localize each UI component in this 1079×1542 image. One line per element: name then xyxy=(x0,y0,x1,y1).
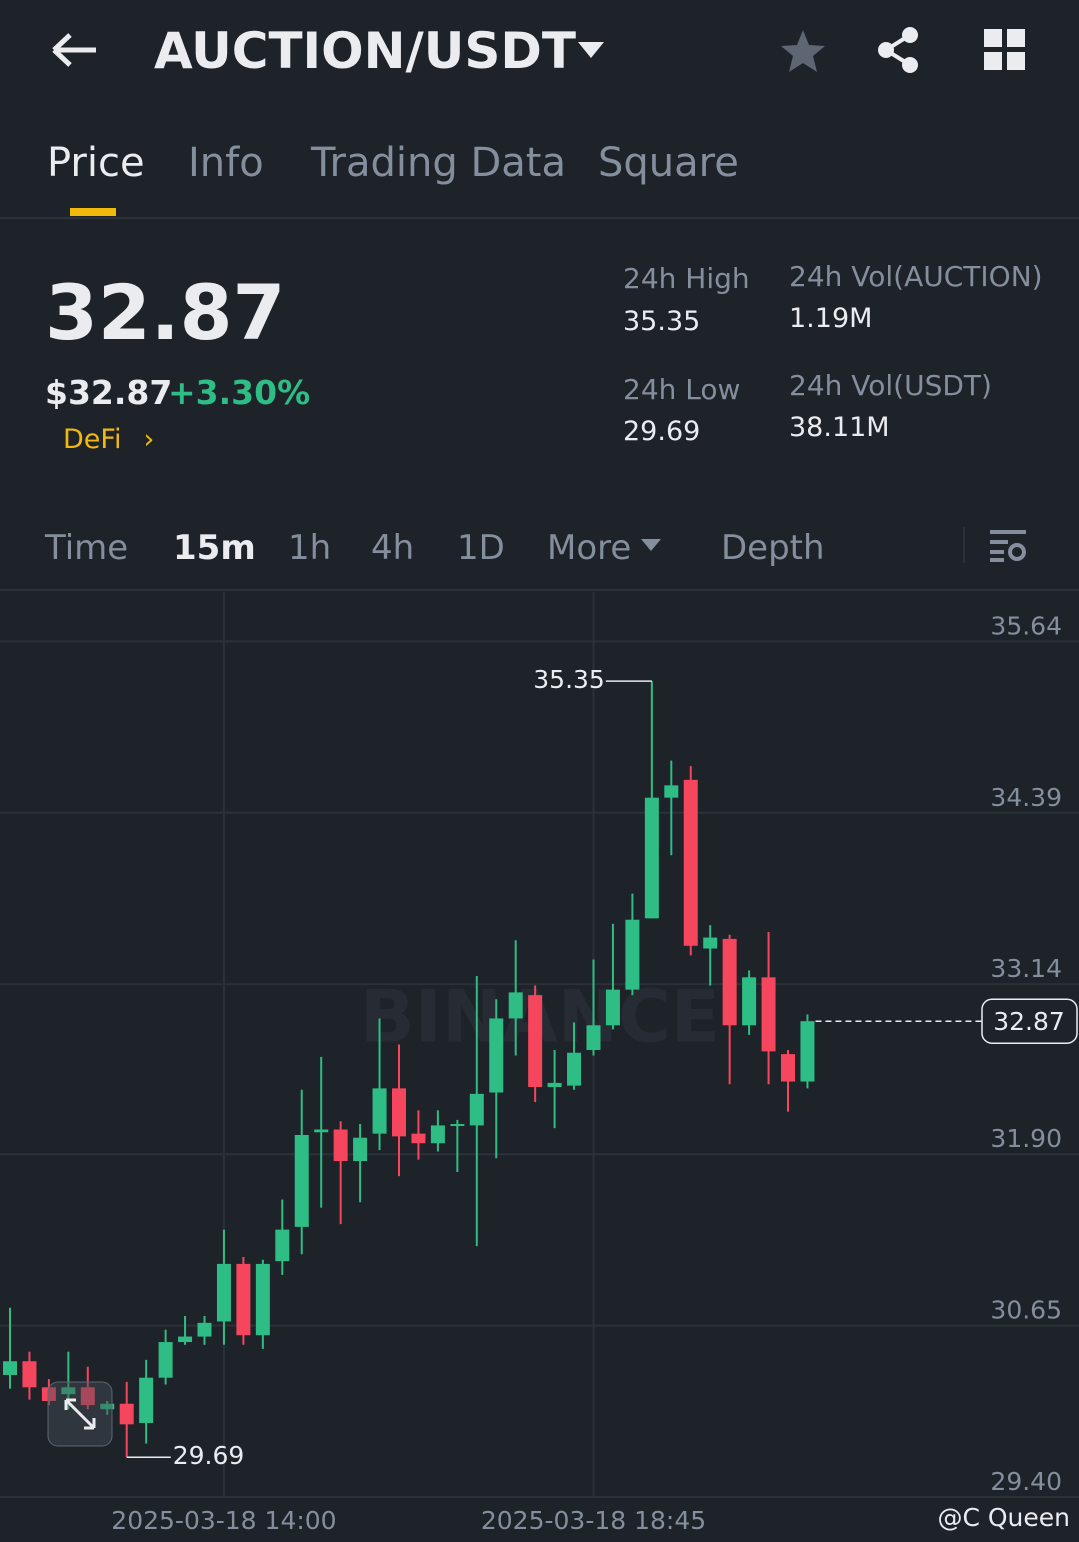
last-price-label: 32.87 xyxy=(993,1007,1065,1036)
candle-body xyxy=(528,995,543,1088)
tab[interactable]: Square xyxy=(598,140,739,186)
candle-body xyxy=(644,797,659,919)
settings-icon[interactable] xyxy=(990,528,1028,564)
y-tick-label: 35.64 xyxy=(990,611,1062,640)
stat-value: 1.19M xyxy=(789,303,873,334)
candle-body xyxy=(61,1387,76,1395)
candle-body xyxy=(392,1088,406,1137)
interval[interactable]: More xyxy=(547,528,632,568)
candle-body xyxy=(664,785,679,798)
candle-body xyxy=(625,919,640,990)
candle-body xyxy=(781,1054,795,1082)
candle-body xyxy=(372,1088,387,1134)
candle-body xyxy=(353,1137,368,1162)
stat-value: 35.35 xyxy=(623,306,701,337)
y-tick-label: 29.40 xyxy=(990,1467,1062,1496)
stat-value: 29.69 xyxy=(623,416,701,447)
candle-body xyxy=(216,1263,231,1322)
stat-value: 38.11M xyxy=(789,412,890,443)
candle-body xyxy=(333,1129,348,1162)
candle-body xyxy=(294,1135,309,1227)
candlestick-chart: BINANCE @C Queen 35.6434.3933.1431.9030.… xyxy=(0,592,1079,1535)
candle-body xyxy=(722,938,737,1026)
candle-body xyxy=(3,1361,17,1375)
candle-body xyxy=(508,992,523,1019)
candle-body xyxy=(158,1342,173,1378)
candle-body xyxy=(683,779,698,946)
candle-body xyxy=(178,1336,193,1343)
candle-body xyxy=(411,1133,426,1144)
last-price: 32.87 xyxy=(45,268,286,357)
menu-icon[interactable] xyxy=(984,29,1026,71)
candle-body xyxy=(586,1025,601,1050)
interval[interactable]: 4h xyxy=(371,528,415,568)
last-price-box xyxy=(981,998,1078,1044)
stat-label: 24h Vol(AUCTION) xyxy=(789,260,1043,293)
candle-body xyxy=(275,1229,290,1262)
candle-body xyxy=(567,1052,582,1086)
tab[interactable]: Price xyxy=(47,140,145,186)
tab-indicator xyxy=(70,208,116,216)
candle-body xyxy=(139,1377,154,1423)
tab[interactable]: Trading Data xyxy=(311,140,566,186)
interval[interactable]: 15m xyxy=(173,528,256,568)
candle-body xyxy=(236,1263,251,1336)
y-tick-label: 30.65 xyxy=(990,1296,1062,1325)
pair-title[interactable]: AUCTION/USDT xyxy=(154,22,576,80)
candle-body xyxy=(469,1093,484,1126)
interval[interactable]: Time xyxy=(45,528,129,568)
sector-label[interactable]: DeFi xyxy=(63,424,122,455)
divider xyxy=(0,217,1079,219)
candle-body xyxy=(430,1125,445,1144)
sector-tag[interactable]: DeFi › xyxy=(63,424,154,455)
interval[interactable]: Depth xyxy=(721,528,825,568)
chevron: › xyxy=(143,424,155,455)
x-tick-label: 2025-03-18 18:45 xyxy=(481,1506,706,1535)
y-tick-label: 33.14 xyxy=(990,954,1062,983)
tab[interactable]: Info xyxy=(188,140,264,186)
candle-body xyxy=(197,1322,212,1337)
divider xyxy=(963,527,965,563)
price-change: +3.30% xyxy=(168,373,311,412)
interval[interactable]: 1D xyxy=(457,528,505,568)
candle-body xyxy=(22,1361,37,1388)
candle-body xyxy=(742,977,757,1026)
high-label: 35.35 xyxy=(533,665,605,694)
y-tick-label: 31.90 xyxy=(990,1124,1062,1153)
candle-body xyxy=(255,1263,270,1336)
expand-icon xyxy=(64,1398,96,1430)
usd-price: $32.87 xyxy=(45,373,173,412)
favorite-icon[interactable] xyxy=(780,28,826,74)
interval[interactable]: 1h xyxy=(288,528,332,568)
candle-body xyxy=(314,1129,329,1133)
dropdown-icon[interactable] xyxy=(576,40,606,60)
candle-body xyxy=(761,977,776,1052)
low-label: 29.69 xyxy=(173,1441,245,1470)
y-tick-label: 34.39 xyxy=(990,783,1062,812)
dropdown-icon[interactable] xyxy=(640,538,662,552)
credit: @C Queen xyxy=(937,1503,1070,1532)
candle-body xyxy=(41,1387,56,1402)
share-icon[interactable] xyxy=(876,26,922,74)
stat-label: 24h Vol(USDT) xyxy=(789,369,992,402)
candle-body xyxy=(80,1387,95,1406)
candle-body xyxy=(100,1403,115,1410)
divider xyxy=(0,589,1079,591)
candle-body xyxy=(605,989,620,1026)
x-tick-label: 2025-03-18 14:00 xyxy=(111,1506,336,1535)
candle-body xyxy=(119,1403,134,1425)
stat-label: 24h High xyxy=(623,262,750,295)
back-button[interactable] xyxy=(50,30,100,70)
candle-body xyxy=(800,1021,815,1082)
candle-body xyxy=(547,1082,562,1088)
candle-body xyxy=(450,1124,465,1127)
stat-label: 24h Low xyxy=(623,373,741,406)
candle-body xyxy=(703,937,718,949)
candle-body xyxy=(489,1018,504,1093)
